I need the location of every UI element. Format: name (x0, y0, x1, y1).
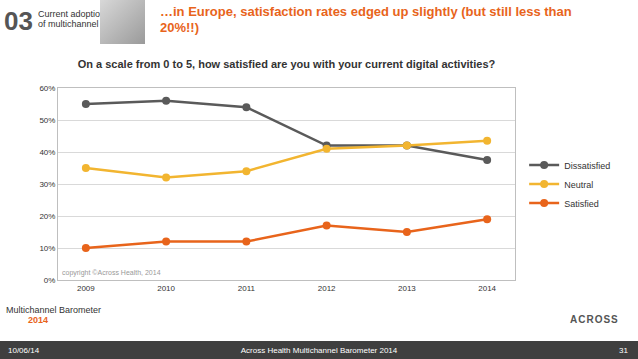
html-text:Multichannel Barometer: Multichannel Barometer (6, 305, 101, 315)
svg-text:40%: 40% (39, 148, 55, 157)
svg-text:On a scale from 0 to 5, how sa: On a scale from 0 to 5, how satisfied ar… (78, 58, 496, 70)
svg-text:2010: 2010 (157, 284, 175, 293)
svg-text:2009: 2009 (77, 284, 95, 293)
svg-text:60%: 60% (39, 84, 55, 93)
svg-text:2014: 2014 (478, 284, 496, 293)
svg-text:30%: 30% (39, 180, 55, 189)
svg-text:2012: 2012 (318, 284, 336, 293)
html-text:2014: 2014 (28, 315, 48, 325)
svg-text:2011: 2011 (238, 284, 256, 293)
svg-text:20%: 20% (39, 212, 55, 221)
svg-text:Neutral: Neutral (564, 180, 593, 190)
html-text:ACROSS: ACROSS (570, 314, 619, 325)
svg-text:0%: 0% (44, 276, 56, 285)
html-text:Current adoption of multichann: Current adoption of multichannel (38, 9, 105, 29)
svg-text:50%: 50% (39, 116, 55, 125)
html-text:Across Health Multichannel Bar: Across Health Multichannel Barometer 201… (240, 346, 398, 355)
html-text:03: 03 (4, 6, 33, 36)
html-text:…in Europe, satisfaction rates: …in Europe, satisfaction rates edged up … (160, 4, 572, 35)
svg-text:Satisfied: Satisfied (564, 199, 599, 209)
svg-text:2013: 2013 (398, 284, 416, 293)
svg-text:10%: 10% (39, 244, 55, 253)
svg-text:Dissatisfied: Dissatisfied (564, 161, 610, 171)
svg-text:copyright ©Across Health, 2014: copyright ©Across Health, 2014 (62, 269, 161, 277)
html-text:31: 31 (619, 346, 628, 355)
html-text:10/06/14: 10/06/14 (8, 346, 40, 355)
